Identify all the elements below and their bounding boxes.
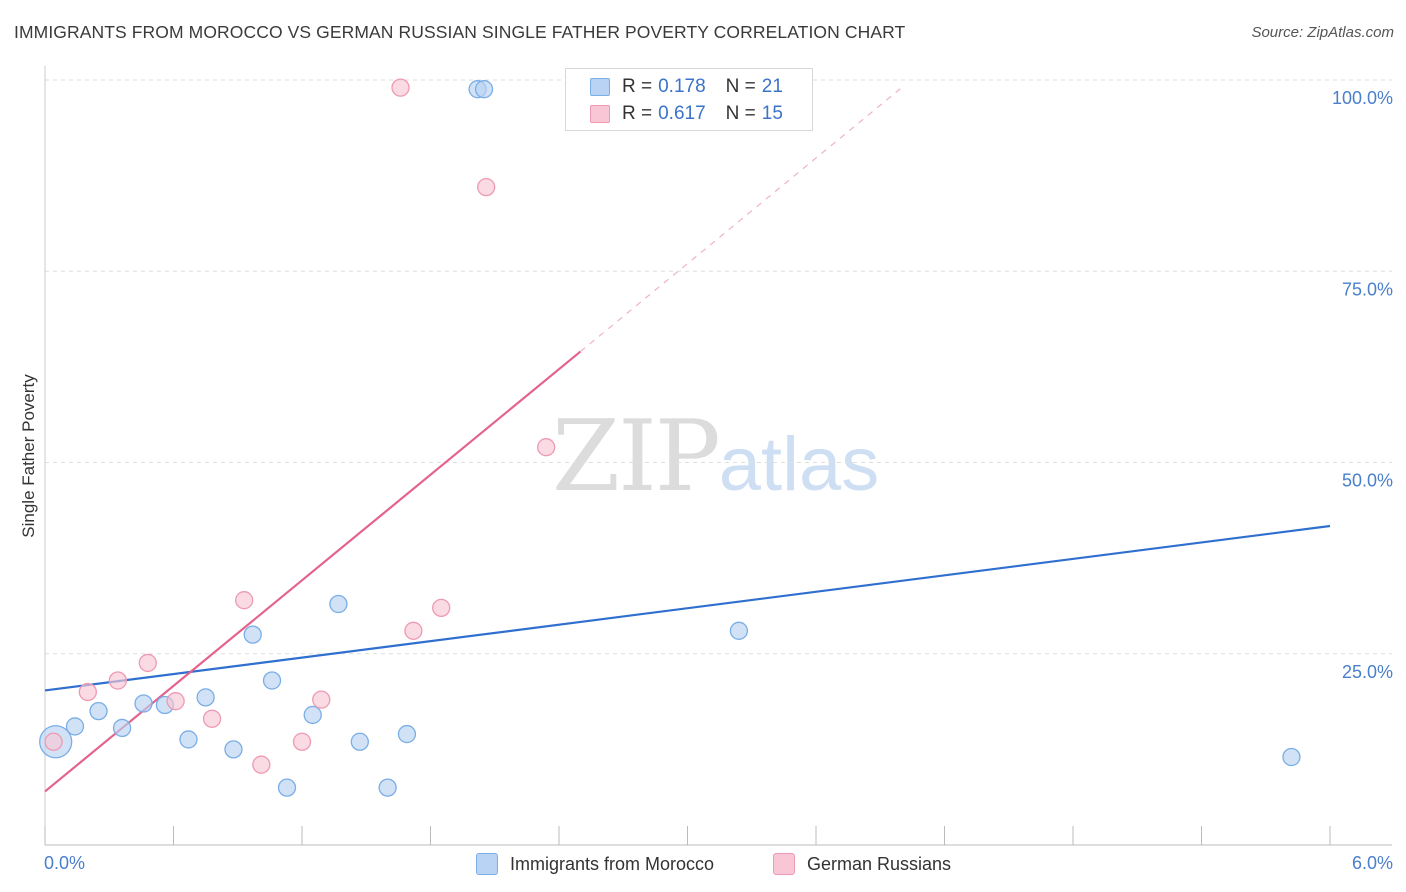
legend-r-label: R =: [622, 103, 653, 124]
point-german-russians: [235, 591, 254, 610]
point-morocco: [397, 724, 417, 744]
point-german-russians: [432, 598, 451, 617]
legend-r-value: 0.178: [658, 76, 706, 97]
y-tick-label: 75.0%: [1342, 279, 1393, 299]
point-morocco: [329, 594, 348, 614]
grid-lines: [45, 79, 1392, 655]
point-german-russians: [138, 653, 157, 673]
point-german-russians: [404, 621, 423, 640]
point-german-russians: [44, 732, 63, 751]
bottom-legend-morocco: Immigrants from Morocco: [476, 852, 714, 876]
watermark-atlas: atlas: [718, 422, 880, 507]
point-morocco: [65, 717, 85, 736]
legend-r-value: 0.617: [658, 103, 706, 124]
point-morocco: [378, 778, 397, 797]
bottom-legend-german-russians: German Russians: [773, 852, 951, 876]
point-morocco: [179, 730, 198, 749]
chart-title: IMMIGRANTS FROM MOROCCO VS GERMAN RUSSIA…: [14, 22, 906, 42]
legend-n-label: N =: [725, 103, 756, 124]
legend-n-value: 15: [761, 103, 783, 124]
point-german-russians: [108, 671, 127, 690]
legend-row-german-russians: R = 0.617 N = 15: [590, 103, 789, 125]
bottom-legend-label: Immigrants from Morocco: [510, 853, 715, 874]
tick-labels: 25.0% 50.0% 75.0% 100.0% 0.0% 6.0% Single Fath…: [19, 88, 1393, 873]
source-credit: Source: ZipAtlas.com: [1251, 24, 1394, 41]
point-german-russians: [292, 732, 312, 751]
axes: [44, 66, 1392, 846]
legend-n-value: 21: [761, 76, 783, 97]
y-tick-label: 100.0%: [1332, 88, 1393, 108]
watermark-zip: ZIP: [552, 400, 721, 514]
point-german-russians: [477, 177, 496, 197]
trend-lines: [44, 87, 1331, 793]
point-morocco: [196, 688, 215, 707]
trend-line-extension: [580, 87, 903, 353]
trend-line-german-russians: [44, 350, 582, 793]
point-morocco: [303, 705, 322, 725]
point-german-russians: [391, 78, 410, 97]
watermark: ZIPatlas: [552, 400, 879, 514]
bottom-legend-label: German Russians: [807, 853, 952, 874]
point-morocco: [1282, 747, 1301, 767]
correlation-legend: R = 0.178 N = 21 R = 0.617 N = 15: [565, 68, 813, 131]
point-morocco: [134, 694, 153, 713]
legend-n-label: N =: [725, 76, 756, 97]
data-points: [39, 78, 1301, 797]
point-morocco: [112, 718, 132, 738]
x-tick-label: 6.0%: [1352, 853, 1393, 873]
y-tick-label: 25.0%: [1342, 662, 1393, 682]
point-morocco: [277, 778, 297, 797]
point-morocco: [474, 80, 494, 99]
legend-row-morocco: R = 0.178 N = 21: [590, 76, 789, 98]
point-german-russians: [78, 682, 97, 702]
point-german-russians: [202, 709, 222, 728]
y-axis-title: Single Father Poverty: [19, 374, 38, 538]
point-german-russians: [537, 438, 556, 457]
point-morocco: [262, 671, 282, 690]
legend-swatch-blue: [590, 78, 610, 96]
point-morocco: [224, 740, 243, 759]
bottom-legend-swatch-pink: [773, 853, 795, 875]
point-german-russians: [166, 692, 185, 711]
y-tick-label: 50.0%: [1342, 471, 1393, 491]
x-tick-label: 0.0%: [44, 853, 85, 873]
point-morocco: [350, 732, 369, 751]
trend-line-morocco: [44, 524, 1331, 692]
point-german-russians: [252, 755, 271, 774]
bottom-legend-swatch-blue: [476, 853, 498, 875]
point-morocco: [89, 701, 108, 721]
legend-r-label: R =: [622, 76, 653, 97]
point-morocco: [243, 625, 262, 644]
point-morocco: [729, 621, 749, 640]
legend-swatch-pink: [590, 105, 610, 123]
point-german-russians: [312, 690, 331, 709]
